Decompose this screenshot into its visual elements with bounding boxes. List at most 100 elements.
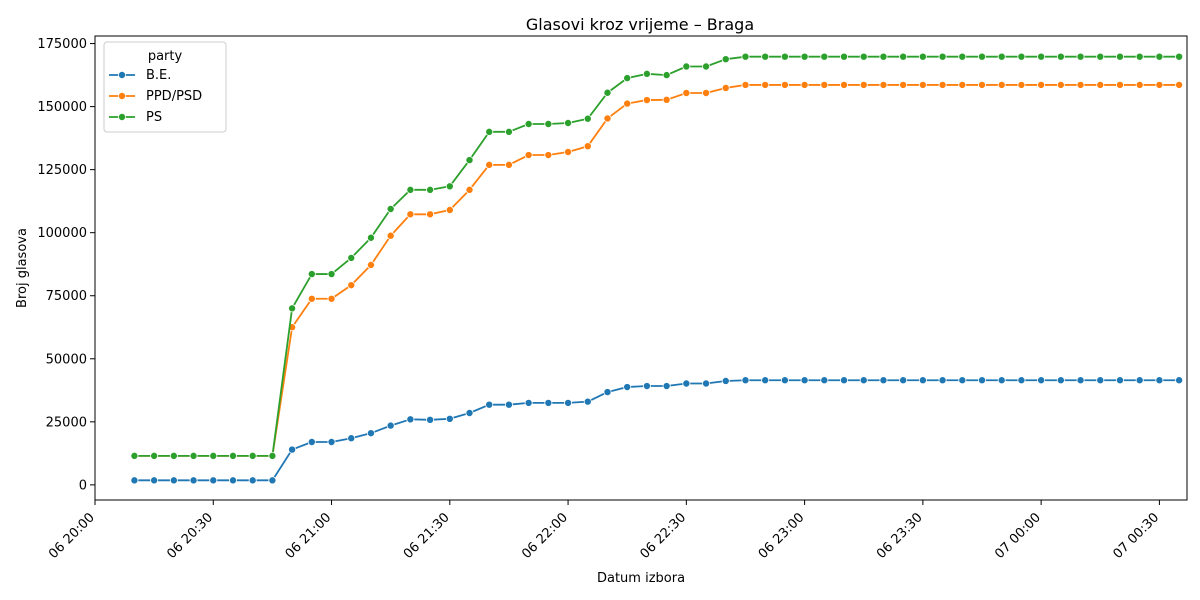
data-point xyxy=(662,71,671,80)
data-point xyxy=(958,52,967,61)
data-point xyxy=(879,52,888,61)
data-point xyxy=(761,376,770,385)
data-point xyxy=(564,119,573,128)
legend-label: B.E. xyxy=(146,68,171,83)
y-tick-label: 25000 xyxy=(46,415,87,430)
data-point xyxy=(1017,52,1026,61)
legend-title: party xyxy=(148,49,183,64)
data-point xyxy=(307,270,316,279)
data-point xyxy=(307,294,316,303)
series-lines xyxy=(130,52,1184,485)
legend-marker xyxy=(118,113,127,122)
legend-label: PPD/PSD xyxy=(146,89,202,104)
data-point xyxy=(248,476,257,485)
data-point xyxy=(958,376,967,385)
y-axis-ticks: 0 25000 50000 75000 100000 125000 150000 175000 xyxy=(37,37,95,493)
data-point xyxy=(899,52,908,61)
legend-marker xyxy=(118,92,127,101)
data-point xyxy=(327,270,336,279)
data-point xyxy=(1076,52,1085,61)
data-point xyxy=(662,95,671,104)
data-point xyxy=(899,376,908,385)
series-line xyxy=(134,379,1180,482)
data-point xyxy=(445,182,454,191)
data-point xyxy=(504,127,513,136)
data-point xyxy=(623,383,632,392)
data-point xyxy=(1017,376,1026,385)
data-point xyxy=(662,382,671,391)
data-point xyxy=(1037,376,1046,385)
data-point xyxy=(209,451,218,460)
series-b-e- xyxy=(130,376,1184,485)
y-tick-label: 75000 xyxy=(46,289,87,304)
data-point xyxy=(938,376,947,385)
data-point xyxy=(1056,52,1065,61)
x-tick-label: 06 23:00 xyxy=(756,510,808,562)
x-tick-label: 06 21:30 xyxy=(401,510,453,562)
data-point xyxy=(426,185,435,194)
data-point xyxy=(386,421,395,430)
data-point xyxy=(524,151,533,160)
data-point xyxy=(721,83,730,92)
data-point xyxy=(623,99,632,108)
y-tick-label: 150000 xyxy=(37,100,87,115)
data-point xyxy=(288,445,297,454)
data-point xyxy=(504,400,513,409)
series-line xyxy=(134,55,1180,457)
data-point xyxy=(465,408,474,417)
data-point xyxy=(642,382,651,391)
data-point xyxy=(1037,80,1046,89)
data-point xyxy=(169,451,178,460)
data-point xyxy=(642,69,651,78)
data-point xyxy=(564,147,573,156)
data-point xyxy=(761,80,770,89)
data-point xyxy=(564,398,573,407)
data-point xyxy=(347,253,356,262)
data-point xyxy=(544,151,553,160)
x-tick-label: 07 00:30 xyxy=(1111,510,1163,562)
data-point xyxy=(702,88,711,97)
legend-entry: B.E. xyxy=(109,68,171,83)
x-tick-label: 06 22:30 xyxy=(637,510,689,562)
data-point xyxy=(1175,376,1184,385)
data-point xyxy=(544,120,553,129)
data-point xyxy=(1115,376,1124,385)
data-point xyxy=(1175,80,1184,89)
data-point xyxy=(386,204,395,213)
data-point xyxy=(406,185,415,194)
data-point xyxy=(721,55,730,64)
y-tick-label: 175000 xyxy=(37,37,87,52)
legend-label: PS xyxy=(146,110,162,125)
data-point xyxy=(189,476,198,485)
data-point xyxy=(780,52,789,61)
data-point xyxy=(1076,80,1085,89)
data-point xyxy=(741,376,750,385)
data-point xyxy=(780,80,789,89)
data-point xyxy=(406,210,415,219)
data-point xyxy=(603,88,612,97)
data-point xyxy=(366,260,375,269)
data-point xyxy=(840,80,849,89)
data-point xyxy=(682,88,691,97)
y-tick-label: 0 xyxy=(79,478,87,493)
data-point xyxy=(642,96,651,105)
data-point xyxy=(938,80,947,89)
data-point xyxy=(899,80,908,89)
data-point xyxy=(682,379,691,388)
data-point xyxy=(702,62,711,71)
series-ps xyxy=(130,52,1184,460)
data-point xyxy=(1096,80,1105,89)
chart-title: Glasovi kroz vrijeme – Braga xyxy=(526,15,754,34)
data-point xyxy=(1135,376,1144,385)
data-point xyxy=(130,451,139,460)
data-point xyxy=(485,160,494,169)
data-point xyxy=(366,233,375,242)
data-point xyxy=(603,114,612,123)
legend-entry: PPD/PSD xyxy=(109,89,202,104)
data-point xyxy=(820,52,829,61)
y-tick-label: 50000 xyxy=(46,352,87,367)
data-point xyxy=(1017,80,1026,89)
data-point xyxy=(997,52,1006,61)
data-point xyxy=(426,210,435,219)
